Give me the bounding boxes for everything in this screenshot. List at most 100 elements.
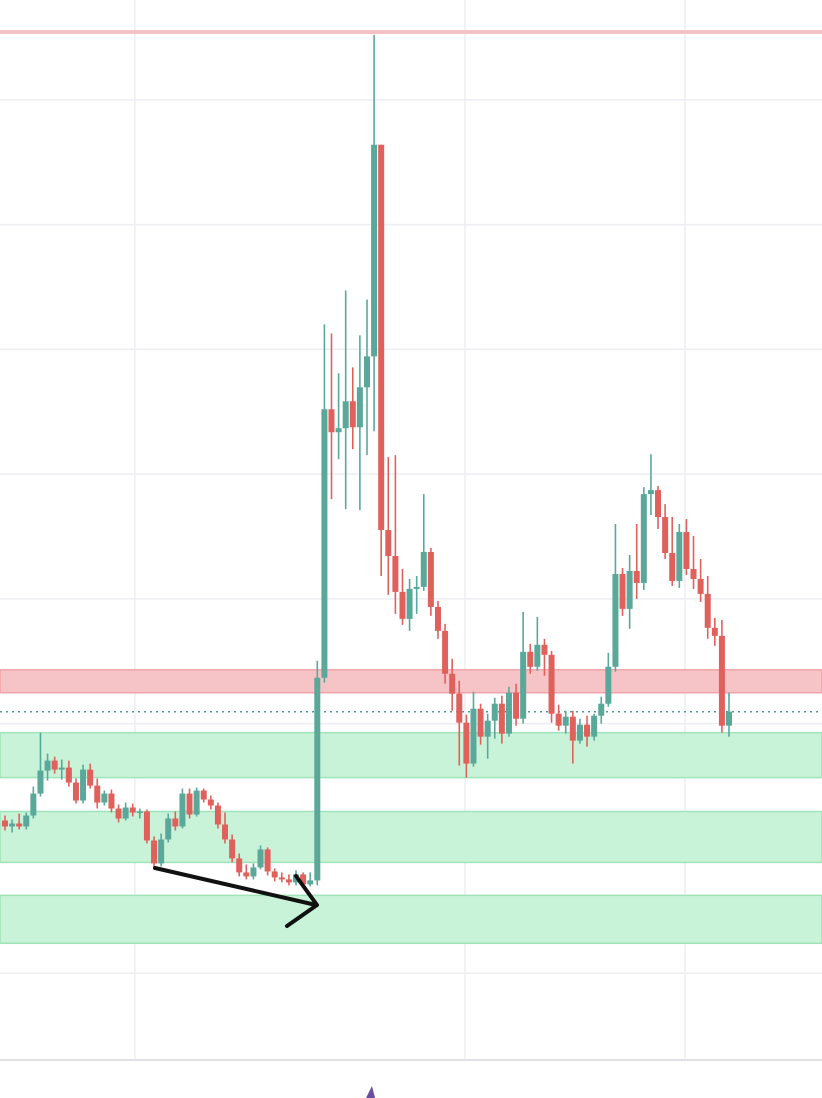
candle-body xyxy=(44,760,51,771)
candle-body xyxy=(520,651,527,719)
drawn-arrow xyxy=(153,866,319,928)
candle-body xyxy=(726,711,733,726)
candle-body xyxy=(179,793,186,827)
candle-body xyxy=(243,872,250,877)
candle-body xyxy=(669,552,676,581)
candles xyxy=(1,34,733,887)
candle-body xyxy=(463,722,470,764)
candle-body xyxy=(718,635,725,726)
candle-body xyxy=(271,871,278,878)
candle-body xyxy=(491,703,498,721)
candle-body xyxy=(94,785,101,803)
candle-body xyxy=(704,593,711,628)
candle-body xyxy=(591,715,598,737)
candle-body xyxy=(72,782,79,801)
candle-body xyxy=(434,606,441,631)
candle-body xyxy=(442,630,449,674)
candle-body xyxy=(527,651,534,667)
candle-body xyxy=(87,769,94,786)
candle-body xyxy=(655,490,662,518)
candle-body xyxy=(229,839,236,859)
candle-body xyxy=(158,839,165,864)
candle-body xyxy=(115,808,122,819)
candle-body xyxy=(250,867,257,877)
candle-body xyxy=(612,573,619,667)
candle-body xyxy=(640,494,647,583)
candle-body xyxy=(541,644,548,655)
candle-body xyxy=(690,568,697,579)
candle-body xyxy=(576,724,583,741)
candle-body xyxy=(207,799,214,806)
candle-body xyxy=(349,401,356,428)
candle-body xyxy=(555,713,562,726)
candle-body xyxy=(683,532,690,569)
candle-body xyxy=(264,849,271,872)
candle-body xyxy=(378,144,385,531)
zone xyxy=(0,810,822,864)
candle-body xyxy=(172,818,179,827)
candle-body xyxy=(193,790,200,815)
candle-body xyxy=(1,820,8,827)
candle-body xyxy=(307,880,314,885)
candle-body xyxy=(108,793,115,809)
candle-body xyxy=(605,666,612,704)
candle-body xyxy=(385,530,392,556)
candle-body xyxy=(321,409,328,678)
candle-body xyxy=(314,677,321,881)
candle-body xyxy=(278,877,285,880)
candle-body xyxy=(129,807,136,813)
candle-body xyxy=(186,793,193,815)
candle-body xyxy=(122,807,129,819)
candle-body xyxy=(371,144,378,357)
zone xyxy=(0,731,822,779)
candle-body xyxy=(427,551,434,607)
candle-body xyxy=(392,555,399,592)
candle-body xyxy=(562,716,569,726)
candle-body xyxy=(356,387,363,428)
candle-body xyxy=(548,654,555,714)
candle-body xyxy=(37,770,44,794)
candle-body xyxy=(300,874,307,885)
candle-body xyxy=(214,805,221,825)
candle-body xyxy=(236,858,243,873)
candle-body xyxy=(363,356,370,388)
candle-body xyxy=(101,793,108,803)
candle-body xyxy=(58,767,65,770)
candle-body xyxy=(498,703,505,734)
cursor-fragment xyxy=(366,1086,375,1098)
candle-body xyxy=(676,532,683,581)
candle-body xyxy=(619,573,626,609)
candle-body xyxy=(65,767,72,783)
candle-body xyxy=(513,692,520,719)
candle-body xyxy=(30,793,37,816)
zones xyxy=(0,29,822,945)
candle-body xyxy=(16,823,23,827)
candle-body xyxy=(406,588,413,619)
candle-body xyxy=(477,708,484,737)
candle-body xyxy=(569,716,576,741)
candle-body xyxy=(257,849,264,868)
candle-body xyxy=(151,840,158,864)
candle-body xyxy=(143,811,150,841)
candle-body xyxy=(420,551,427,587)
candle-body xyxy=(399,591,406,619)
candle-body xyxy=(449,673,456,694)
candle-body xyxy=(165,818,172,840)
candle-body xyxy=(584,724,591,737)
arrow-head xyxy=(285,874,319,928)
candle-body xyxy=(136,811,143,814)
candle-body xyxy=(222,824,229,840)
candle-body xyxy=(200,790,207,800)
candle-body xyxy=(711,627,718,636)
candle-body xyxy=(80,769,87,801)
candle-body xyxy=(626,570,633,609)
candle-body xyxy=(598,703,605,716)
candle-body xyxy=(23,815,30,827)
candle-body xyxy=(633,570,640,583)
candle-body xyxy=(534,644,541,667)
arrow-shaft xyxy=(153,866,318,907)
candle-body xyxy=(470,708,477,764)
candle-body xyxy=(697,578,704,594)
candle-body xyxy=(328,409,335,433)
